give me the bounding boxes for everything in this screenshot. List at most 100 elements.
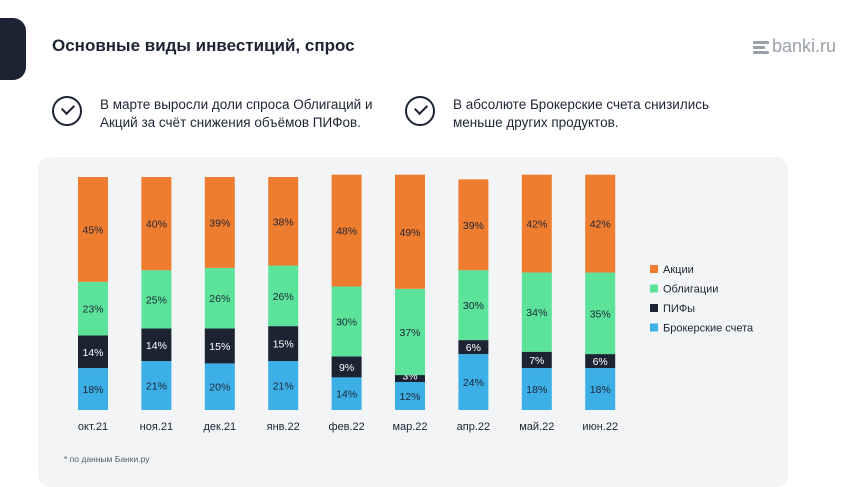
bar-segment-акции — [268, 177, 299, 266]
note-1: В марте выросли доли спроса Облигаций и … — [52, 96, 400, 132]
legend-label: Брокерские счета — [663, 323, 754, 335]
data-label: 40% — [146, 219, 167, 231]
bar-segment-облигации — [458, 270, 489, 341]
footnote: * по данным Банки.ру — [64, 454, 150, 464]
bar-segment-акции — [585, 174, 616, 273]
data-label: 35% — [590, 308, 611, 320]
data-label: 20% — [209, 382, 230, 394]
legend-swatch — [650, 304, 658, 312]
bar-segment-пифы — [585, 354, 616, 369]
bar-segment-пифы — [204, 328, 235, 364]
bar-segment-брокерские-счета — [331, 377, 362, 410]
legend-swatch — [650, 323, 658, 332]
bar-segment-пифы — [458, 340, 489, 355]
legend-swatch — [650, 284, 658, 293]
data-label: 26% — [209, 293, 230, 305]
data-label: 21% — [273, 381, 294, 393]
bar-segment-брокерские-счета — [268, 361, 299, 410]
data-label: 21% — [146, 381, 167, 393]
data-label: 14% — [146, 340, 167, 352]
bar-segment-брокерские-счета — [458, 354, 489, 410]
legend-swatch — [650, 265, 658, 273]
data-label: 39% — [463, 220, 484, 232]
stacked-bar-chart: 18% 14% 23% 45% окт.21 21% 14% 25% 40% ноя.21 20% 1… — [78, 174, 754, 433]
bar-segment-пифы — [395, 375, 425, 383]
x-tick-label: июн.22 — [582, 421, 618, 433]
x-tick-label: апр.22 — [457, 421, 490, 433]
legend-label: Облигации — [663, 284, 718, 296]
data-label: 26% — [273, 291, 294, 303]
bar-segment-пифы — [331, 356, 362, 378]
bar-segment-облигации — [78, 281, 108, 336]
bar-segment-брокерские-счета — [521, 368, 552, 410]
data-label: 7% — [529, 355, 544, 367]
data-label: 42% — [590, 219, 611, 231]
data-label: 30% — [336, 316, 357, 328]
x-tick-label: фев.22 — [328, 421, 364, 433]
data-label: 48% — [336, 226, 357, 238]
data-label: 6% — [593, 356, 608, 368]
x-tick-label: мар.22 — [392, 421, 427, 433]
bar-segment-пифы — [521, 351, 552, 369]
bar-segment-брокерские-счета — [141, 361, 172, 410]
bar-segment-акции — [204, 177, 235, 268]
data-label: 14% — [336, 389, 357, 401]
data-label: 15% — [273, 339, 294, 351]
data-label: 12% — [399, 391, 420, 403]
bar-segment-пифы — [141, 328, 172, 362]
note-1-text: В марте выросли доли спроса Облигаций и … — [100, 97, 373, 130]
bar-segment-акции — [331, 174, 362, 287]
data-label: 45% — [82, 224, 103, 236]
bar-segment-акции — [78, 177, 108, 282]
data-label: 24% — [463, 377, 484, 389]
data-label: 49% — [399, 227, 420, 239]
x-tick-label: май.22 — [519, 421, 554, 433]
chart-panel: 18% 14% 23% 45% окт.21 21% 14% 25% 40% ноя.21 20% 1… — [38, 157, 788, 487]
x-tick-label: дек.21 — [203, 421, 236, 433]
bar-segment-акции — [458, 179, 489, 271]
data-label: 18% — [82, 384, 103, 396]
x-tick-label: ноя.21 — [140, 421, 173, 433]
x-tick-label: янв.22 — [267, 421, 300, 433]
data-label: 38% — [273, 216, 294, 228]
page-title: Основные виды инвестиций, спрос — [52, 36, 355, 55]
data-label: 42% — [526, 219, 547, 231]
data-label: 9% — [339, 362, 354, 374]
side-tab-decoration — [0, 18, 26, 80]
bar-segment-акции — [141, 177, 172, 271]
bar-segment-пифы — [268, 326, 299, 362]
bar-segment-облигации — [268, 265, 299, 327]
data-label: 15% — [209, 341, 230, 353]
bar-segment-облигации — [141, 270, 172, 329]
note-2-text: В абсолюте Брокерские счета снизились ме… — [453, 97, 710, 130]
bar-segment-акции — [521, 174, 552, 273]
check-circle-icon — [52, 96, 82, 126]
bar-segment-брокерские-счета — [204, 363, 235, 410]
logo-text: banki.ru — [771, 36, 836, 56]
bar-segment-облигации — [395, 288, 425, 376]
check-circle-icon — [405, 96, 435, 126]
legend-label: Акции — [663, 264, 694, 276]
bar-segment-облигации — [521, 272, 552, 352]
note-2: В абсолюте Брокерские счета снизились ме… — [405, 96, 753, 132]
bar-segment-облигации — [331, 286, 362, 357]
data-label: 34% — [526, 307, 547, 319]
banki-logo-mark-icon — [752, 40, 769, 54]
data-label: 25% — [146, 294, 167, 306]
data-label: 39% — [209, 217, 230, 229]
data-label: 6% — [466, 342, 481, 354]
data-label: 37% — [399, 327, 420, 339]
bar-segment-облигации — [204, 267, 235, 329]
bar-segment-облигации — [585, 272, 616, 355]
data-label: 18% — [590, 384, 611, 396]
data-label: 30% — [463, 300, 484, 312]
data-label: 23% — [82, 304, 103, 316]
legend-label: ПИФы — [663, 303, 695, 315]
x-tick-label: окт.21 — [78, 421, 108, 433]
data-label: 14% — [82, 347, 103, 359]
bar-segment-брокерские-счета — [78, 368, 108, 410]
data-label: 18% — [526, 384, 547, 396]
bar-segment-брокерские-счета — [585, 368, 616, 410]
bar-segment-акции — [395, 174, 425, 289]
bar-segment-пифы — [78, 335, 108, 369]
